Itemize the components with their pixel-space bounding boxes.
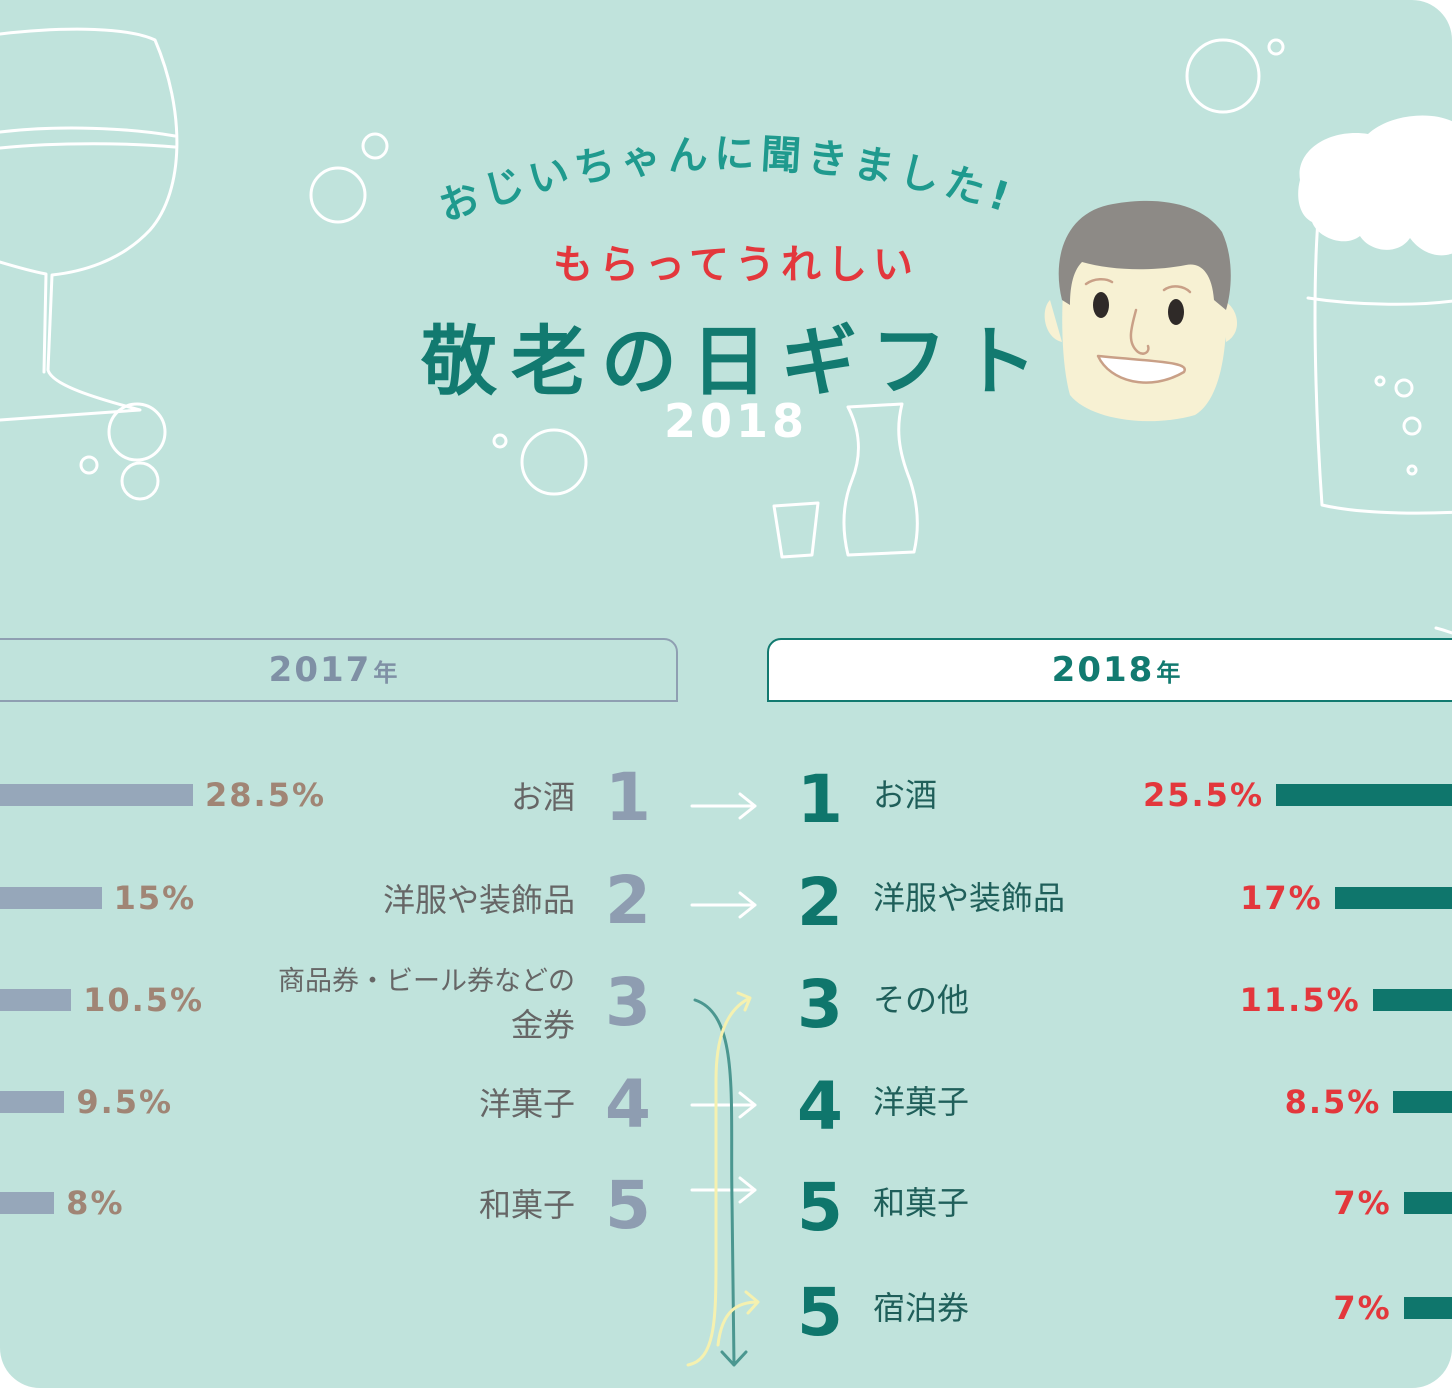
rank-number-2018: 1 bbox=[797, 761, 843, 838]
down-arrow-icon bbox=[693, 998, 748, 1367]
bar-2017 bbox=[0, 784, 193, 806]
year-unit: 年 bbox=[1156, 658, 1183, 687]
bar-2018 bbox=[1393, 1091, 1452, 1113]
value-label-2018: 7% bbox=[1333, 1184, 1392, 1222]
title-year: 2018 bbox=[663, 394, 809, 448]
category-label-2017: 洋服や装飾品 bbox=[382, 881, 575, 919]
bubble-icon bbox=[520, 428, 588, 496]
rank-number-2018: 4 bbox=[797, 1068, 843, 1145]
bar-2018 bbox=[1334, 887, 1452, 909]
value-label-2018: 11.5% bbox=[1239, 981, 1361, 1019]
value-label-2018: 8.5% bbox=[1284, 1083, 1382, 1121]
category-label-2017: 商品券・ビール券などの bbox=[278, 966, 575, 997]
rank-number-2018: 5 bbox=[797, 1274, 843, 1351]
bubble-icon bbox=[107, 402, 167, 462]
bubble-icon bbox=[309, 166, 367, 224]
category-label-2017: 洋菓子 bbox=[478, 1085, 575, 1123]
bar-2017 bbox=[0, 887, 102, 909]
value-label-2017: 10.5% bbox=[83, 981, 205, 1019]
value-label-2017: 8% bbox=[66, 1184, 125, 1222]
category-label-2017: お酒 bbox=[510, 778, 575, 816]
value-label-2017: 9.5% bbox=[76, 1083, 174, 1121]
rank-number-2017: 1 bbox=[605, 759, 651, 836]
bubble-icon bbox=[79, 455, 99, 475]
up-arrow-icon bbox=[716, 1290, 760, 1347]
year-label: 2017 bbox=[268, 650, 372, 690]
rank-number-2017: 5 bbox=[605, 1167, 651, 1244]
rank-change-arrows bbox=[690, 792, 757, 1204]
rank-number-2017: 3 bbox=[605, 964, 651, 1041]
beer-mug-icon bbox=[1306, 218, 1452, 635]
bar-2017 bbox=[0, 989, 72, 1011]
category-label-2017: 金券 bbox=[510, 1006, 575, 1044]
beer-foam-icon bbox=[1298, 115, 1452, 256]
rank-number-2018: 2 bbox=[797, 864, 843, 941]
wine-glass-icon bbox=[0, 27, 179, 422]
bar-2018 bbox=[1276, 784, 1452, 806]
year-unit: 年 bbox=[373, 658, 400, 687]
title-arc: おじいちゃんに聞きました! bbox=[433, 131, 1020, 230]
category-label-2018: 洋服や装飾品 bbox=[873, 879, 1066, 917]
grandpa-face-icon bbox=[1044, 200, 1238, 422]
value-label-2017: 28.5% bbox=[205, 776, 327, 814]
rank-number-2018: 5 bbox=[797, 1169, 843, 1246]
value-label-2018: 7% bbox=[1333, 1289, 1392, 1327]
bar-2017 bbox=[0, 1192, 55, 1214]
category-label-2018: 洋菓子 bbox=[873, 1083, 970, 1121]
value-label-2017: 15% bbox=[113, 879, 197, 917]
category-label-2018: その他 bbox=[873, 981, 970, 1019]
category-label-2017: 和菓子 bbox=[478, 1186, 575, 1224]
header-2018: 2018 年 bbox=[767, 638, 1452, 702]
category-label-2018: 和菓子 bbox=[873, 1184, 970, 1222]
bar-2017 bbox=[0, 1091, 65, 1113]
bubble-icon bbox=[492, 433, 508, 449]
bubble-icon bbox=[120, 461, 160, 501]
rank-number-2018: 3 bbox=[797, 966, 843, 1043]
bubble-icon bbox=[361, 132, 389, 160]
sake-set-icon bbox=[772, 402, 919, 559]
value-label-2018: 25.5% bbox=[1142, 776, 1264, 814]
bubble-icon bbox=[1267, 38, 1285, 56]
bubble-icon bbox=[1185, 38, 1261, 114]
page-title: 敬老の日ギフト bbox=[421, 317, 1051, 406]
year-label: 2018 bbox=[1051, 650, 1155, 690]
up-arrow-icon bbox=[686, 991, 752, 1367]
bar-2018 bbox=[1403, 1297, 1452, 1319]
header-2017: 2017 年 bbox=[0, 638, 678, 702]
bar-2018 bbox=[1403, 1192, 1452, 1214]
subtitle: もらってうれしい bbox=[553, 242, 919, 288]
category-label-2018: 宿泊券 bbox=[873, 1289, 970, 1327]
rank-number-2017: 2 bbox=[605, 862, 651, 939]
bar-2018 bbox=[1372, 989, 1452, 1011]
value-label-2018: 17% bbox=[1240, 879, 1323, 917]
rank-number-2017: 4 bbox=[605, 1066, 651, 1143]
category-label-2018: お酒 bbox=[873, 776, 938, 814]
